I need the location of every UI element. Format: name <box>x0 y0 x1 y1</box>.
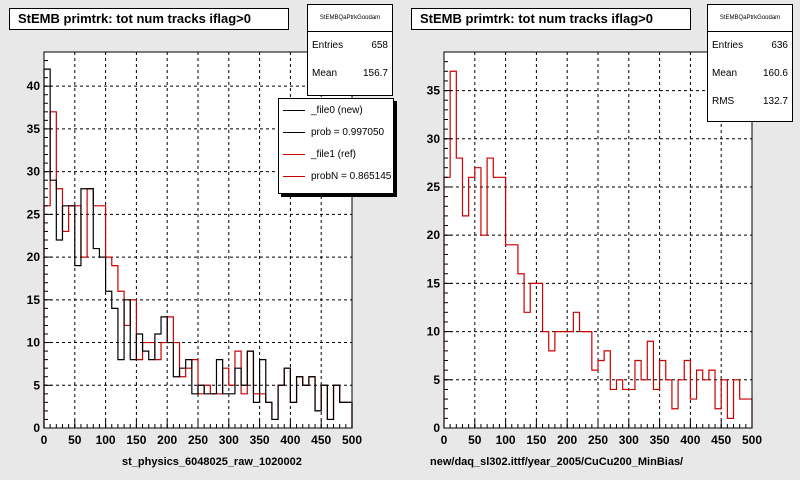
x-tick-label: 300 <box>219 433 239 447</box>
x-tick-label: 350 <box>650 433 670 447</box>
x-tick-label: 500 <box>342 433 362 447</box>
left-chart-title: StEMB primtrk: tot num tracks iflag>0 <box>9 8 289 30</box>
y-tick-label: 40 <box>27 79 41 93</box>
x-tick-label: 350 <box>250 433 270 447</box>
legend-entry-file0: _file0 (new) <box>279 99 393 121</box>
y-tick-label: 15 <box>427 276 441 290</box>
y-tick-label: 10 <box>27 336 41 350</box>
y-tick-label: 35 <box>27 122 41 136</box>
left-x-axis-title: st_physics_6048025_raw_1020002 <box>122 456 302 468</box>
y-tick-label: 5 <box>433 373 440 387</box>
y-tick-label: 30 <box>27 165 41 179</box>
right-chart-title: StEMB primtrk: tot num tracks iflag>0 <box>411 8 691 30</box>
x-tick-label: 100 <box>96 433 116 447</box>
right-histogram: 0 50 100 150 200 250 300 350 400 450 500 0 5 10 15 20 25… <box>427 51 762 447</box>
left-stats-mean: Mean 156.7 <box>312 68 388 79</box>
right-stats-box: StEMBQaPtrkGoodam Entries 636 Mean 160.6… <box>707 4 793 122</box>
right-stats-rms: RMS 132.7 <box>712 96 788 107</box>
y-tick-label: 15 <box>27 293 41 307</box>
x-tick-label: 500 <box>742 433 762 447</box>
right-stats-name: StEMBQaPtrkGoodam <box>708 5 792 32</box>
x-tick-label: 400 <box>280 433 300 447</box>
x-tick-label: 0 <box>441 433 448 447</box>
x-tick-label: 450 <box>711 433 731 447</box>
left-legend: _file0 (new) prob = 0.997050 _file1 (ref… <box>278 98 394 194</box>
x-tick-label: 150 <box>526 433 546 447</box>
right-x-axis-title: new/daq_sl302.ittf/year_2005/CuCu200_Min… <box>430 456 684 468</box>
x-tick-label: 150 <box>126 433 146 447</box>
y-tick-label: 0 <box>433 421 440 435</box>
x-tick-label: 200 <box>157 433 177 447</box>
y-tick-label: 5 <box>33 378 40 392</box>
histogram-series-line <box>443 70 753 428</box>
y-tick-label: 25 <box>427 180 441 194</box>
y-tick-label: 20 <box>427 228 441 242</box>
x-tick-label: 100 <box>496 433 516 447</box>
left-stats-entries: Entries 658 <box>312 40 388 51</box>
y-tick-label: 0 <box>33 421 40 435</box>
x-tick-label: 50 <box>468 433 482 447</box>
legend-line-red <box>283 153 305 155</box>
legend-entry-probn: probN = 0.865145 <box>279 165 393 187</box>
left-stats-box: StEMBQaPtrkGoodam Entries 658 Mean 156.7 <box>307 4 393 96</box>
x-tick-label: 0 <box>41 433 48 447</box>
y-tick-label: 10 <box>427 325 441 339</box>
x-tick-label: 250 <box>588 433 608 447</box>
right-stats-mean: Mean 160.6 <box>712 68 788 79</box>
legend-line-red <box>283 175 305 177</box>
legend-entry-file1: _file1 (ref) <box>279 143 393 165</box>
x-tick-label: 200 <box>557 433 577 447</box>
histogram-series-line <box>43 68 353 428</box>
x-tick-label: 450 <box>311 433 331 447</box>
x-tick-label: 400 <box>680 433 700 447</box>
y-tick-label: 35 <box>427 84 441 98</box>
legend-line-black <box>283 131 305 133</box>
x-tick-label: 250 <box>188 433 208 447</box>
x-tick-label: 50 <box>68 433 82 447</box>
y-tick-label: 30 <box>427 132 441 146</box>
right-stats-entries: Entries 636 <box>712 40 788 51</box>
legend-entry-prob: prob = 0.997050 <box>279 121 393 143</box>
legend-line-black <box>283 109 305 111</box>
y-tick-label: 20 <box>27 250 41 264</box>
y-tick-label: 25 <box>27 207 41 221</box>
left-stats-name: StEMBQaPtrkGoodam <box>308 5 392 32</box>
x-tick-label: 300 <box>619 433 639 447</box>
